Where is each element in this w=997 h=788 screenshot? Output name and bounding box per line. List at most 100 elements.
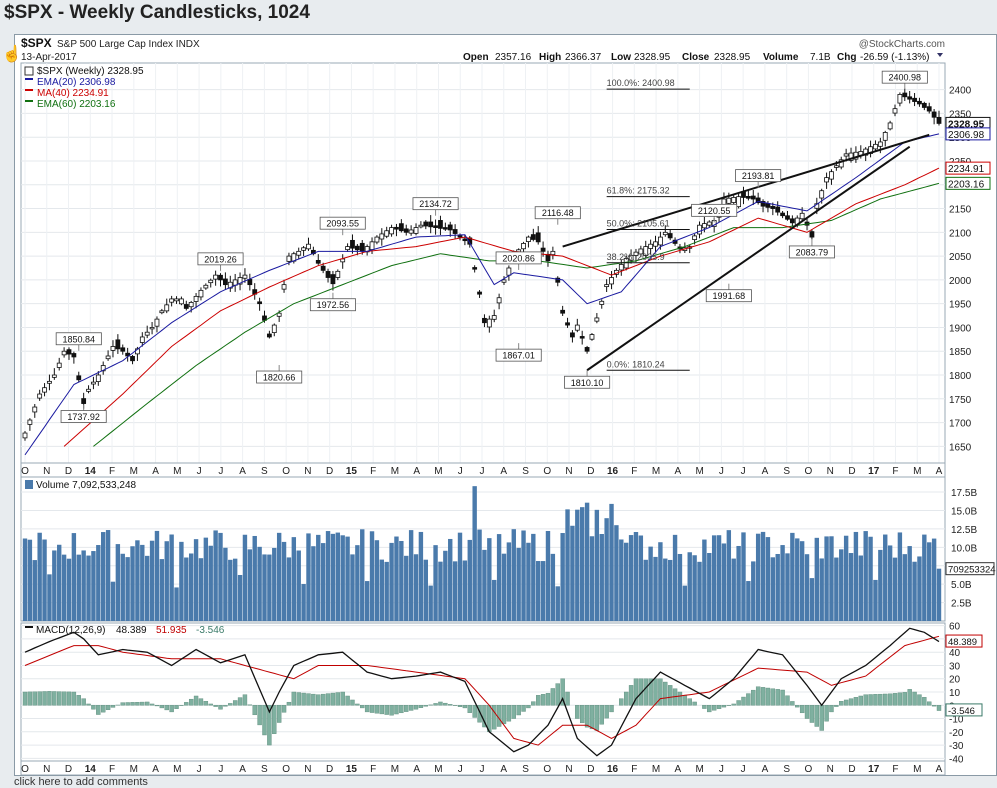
volume-bar: [575, 510, 579, 621]
macd-histogram-bar: [189, 699, 193, 705]
candle-up: [829, 172, 833, 179]
close-label: Close: [682, 52, 710, 63]
macd-histogram-bar: [873, 694, 877, 705]
macd-histogram-bar: [898, 693, 902, 705]
macd-x-tick-label: 17: [868, 764, 880, 775]
macd-histogram-bar: [829, 705, 833, 712]
candle-up: [702, 224, 706, 228]
macd-x-tick-label: D: [587, 764, 594, 775]
macd-x-tick-label: 16: [607, 764, 619, 775]
candle-down: [258, 302, 262, 304]
candle-up: [492, 316, 496, 320]
volume-bar: [47, 574, 51, 621]
macd-histogram-bar: [380, 705, 384, 714]
candle-up: [243, 275, 247, 278]
macd-histogram-bar: [883, 694, 887, 705]
macd-histogram-bar: [507, 705, 511, 721]
macd-histogram-bar: [844, 700, 848, 705]
price-x-tick-label: F: [631, 466, 637, 477]
candle-down: [429, 222, 433, 227]
candle-down: [331, 275, 335, 284]
volume-bar: [883, 535, 887, 621]
price-x-tick-label: M: [434, 466, 442, 477]
macd-histogram-bar: [644, 679, 648, 706]
add-comments-link[interactable]: click here to add comments: [14, 776, 148, 788]
low-label: Low: [611, 52, 631, 63]
candle-up: [336, 271, 340, 277]
macd-histogram-bar: [737, 700, 741, 705]
volume-value: 7.1B: [810, 52, 831, 63]
fib-level-label: 100.0%: 2400.98: [607, 78, 675, 88]
price-tick-label: 1650: [949, 442, 972, 453]
price-x-tick-label: D: [587, 466, 594, 477]
candle-up: [526, 237, 530, 242]
candle-up: [800, 213, 804, 218]
annotation-label: 1820.66: [263, 373, 296, 383]
price-x-tick-label: F: [370, 466, 376, 477]
candle-down: [473, 268, 477, 270]
fib-level-label: 0.0%: 1810.24: [607, 359, 665, 369]
price-label-text: 2234.91: [948, 164, 985, 175]
volume-bar: [414, 554, 418, 621]
price-x-tick-label: J: [197, 466, 202, 477]
candle-down: [82, 399, 86, 404]
macd-histogram-bar: [443, 703, 447, 705]
price-x-tick-label: D: [326, 466, 333, 477]
macd-x-tick-label: J: [719, 764, 724, 775]
price-tick-label: 2050: [949, 252, 972, 263]
volume-bar: [316, 535, 320, 621]
candle-down: [434, 226, 438, 228]
macd-histogram-bar: [922, 697, 926, 705]
volume-bar: [194, 539, 198, 621]
candle-up: [663, 232, 667, 234]
macd-histogram-bar: [526, 705, 530, 708]
volume-bar: [927, 542, 931, 621]
macd-histogram-bar: [668, 685, 672, 705]
macd-histogram-bar: [204, 701, 208, 705]
macd-histogram-bar: [272, 705, 276, 734]
candle-up: [145, 332, 149, 335]
candle-up: [179, 299, 183, 304]
candle-up: [140, 337, 144, 343]
candle-down: [184, 304, 188, 308]
volume-bar: [658, 542, 662, 621]
price-tick-label: 1700: [949, 419, 972, 430]
macd-histogram-bar: [150, 704, 154, 705]
macd-histogram-bar: [375, 705, 379, 713]
macd-histogram-bar: [297, 693, 301, 706]
macd-histogram-bar: [311, 694, 315, 705]
volume-bar: [502, 554, 506, 621]
macd-histogram-bar: [419, 705, 423, 708]
candle-up: [96, 375, 100, 382]
volume-bar: [565, 509, 569, 621]
candle-up: [834, 166, 838, 168]
volume-bar: [702, 540, 706, 621]
candle-down: [458, 236, 462, 237]
volume-bar: [604, 518, 608, 621]
volume-bar: [751, 561, 755, 621]
legend-ema60: EMA(60) 2203.16: [37, 99, 116, 110]
volume-bar: [306, 533, 310, 621]
candle-down: [248, 279, 252, 284]
chg-value: -26.59 (-1.13%): [860, 52, 929, 63]
macd-histogram-bar: [243, 695, 247, 706]
price-x-tick-label: O: [282, 466, 290, 477]
volume-bar: [668, 560, 672, 621]
volume-bar: [394, 537, 398, 621]
annotation-label: 1867.01: [502, 351, 535, 361]
volume-bar: [443, 551, 447, 621]
volume-bar: [326, 531, 330, 621]
volume-bar: [81, 550, 85, 621]
macd-x-tick-label: F: [109, 764, 115, 775]
macd-x-tick-label: M: [130, 764, 138, 775]
volume-bar: [438, 562, 442, 621]
candle-down: [561, 310, 565, 313]
macd-histogram-bar: [331, 693, 335, 705]
volume-bar: [218, 533, 222, 621]
volume-bar: [907, 546, 911, 621]
macd-x-tick-label: D: [65, 764, 72, 775]
volume-bar: [590, 536, 594, 621]
price-x-tick-label: S: [783, 466, 790, 477]
volume-bar: [810, 578, 814, 621]
macd-histogram-bar: [712, 705, 716, 710]
